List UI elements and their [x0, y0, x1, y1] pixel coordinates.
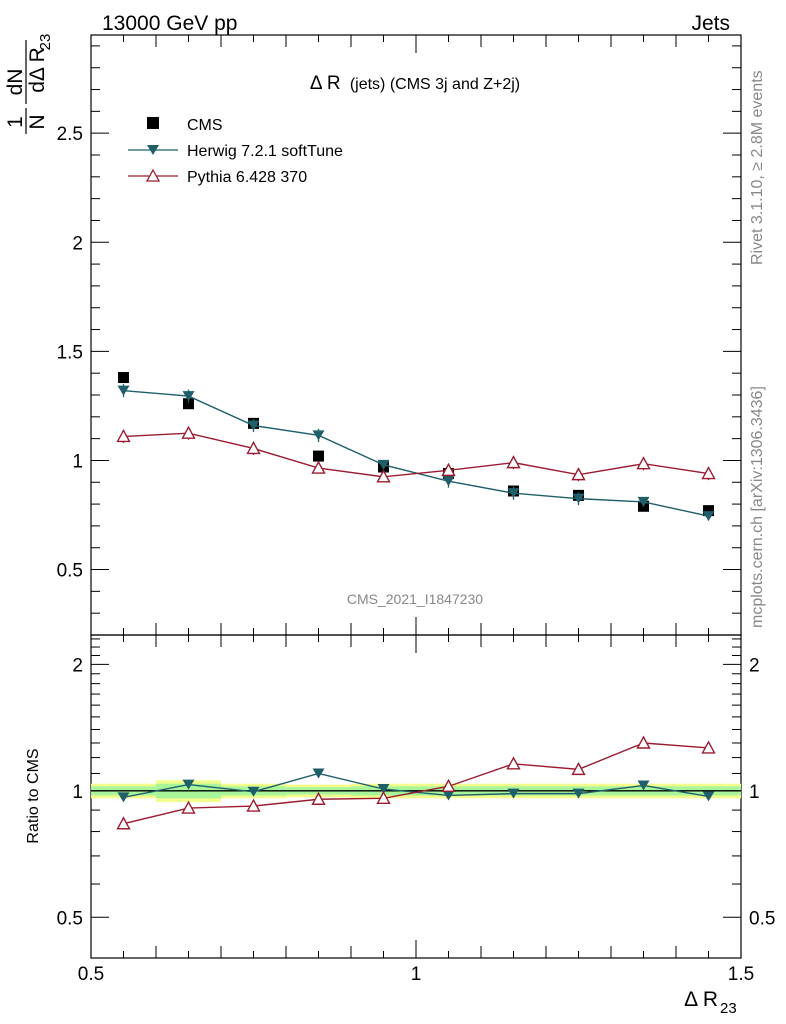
ratio-data-point — [247, 786, 260, 797]
category-label: Jets — [691, 12, 730, 35]
main-ylabel: 1 N dN dΔ R 23 — [4, 34, 54, 134]
ratio-series-line — [123, 742, 709, 825]
main-data-point — [442, 476, 455, 487]
main-ytick-label: 2.5 — [57, 124, 83, 145]
main-data-point — [506, 455, 521, 469]
ratio-data-point — [441, 778, 456, 793]
ratio-ytick-label-right: 0.5 — [749, 908, 775, 929]
analysis-id: CMS_2021_I1847230 — [347, 591, 483, 607]
legend: CMS Herwig 7.2.1 softTune Pythia 6.428 3… — [128, 117, 343, 186]
main-data-point — [116, 428, 131, 443]
ratio-data-point — [701, 740, 716, 754]
main-data-point — [117, 385, 130, 396]
ratio-data-point — [376, 790, 391, 805]
ylabel-sub: 23 — [37, 34, 54, 51]
ratio-data-point — [571, 761, 586, 776]
main-ytick-label: 0.5 — [57, 561, 83, 582]
main-title-symbol: Δ R — [310, 73, 341, 94]
ratio-data-point — [377, 784, 390, 795]
x-axis-label: Δ R — [684, 988, 718, 1011]
ratio-data-point — [312, 768, 325, 779]
ratio-data-point — [181, 800, 196, 814]
ylabel-frac-num: 1 — [4, 116, 27, 128]
ratio-data-point — [311, 791, 326, 805]
main-data-point — [312, 430, 325, 441]
main-data-point — [637, 496, 650, 507]
ratio-ytick-label: 1 — [72, 782, 83, 803]
legend-label-cms: CMS — [187, 117, 223, 134]
ratio-data-point — [182, 779, 195, 790]
main-data-point — [182, 391, 195, 402]
main-title: Δ R (jets) (CMS 3j and Z+2j) — [310, 73, 520, 94]
main-data-point — [376, 469, 391, 483]
ratio-data-point — [507, 788, 520, 799]
ratio-data-point — [636, 735, 651, 749]
main-data-point — [507, 488, 520, 499]
main-ytick-label: 1 — [72, 451, 83, 472]
xtick-label: 1 — [411, 964, 422, 985]
legend-marker-pythia — [145, 168, 161, 182]
legend-marker-herwig — [147, 145, 159, 155]
main-data-point — [246, 440, 261, 455]
main-data-point — [703, 505, 714, 517]
rivet-label: Rivet 3.1.10, ≥ 2.8M events — [749, 70, 766, 265]
ratio-data-point — [442, 790, 455, 801]
ylabel-d-den: dΔ R — [26, 47, 49, 93]
main-data-point — [636, 456, 651, 470]
xlabel-sub: 23 — [720, 1000, 737, 1017]
main-series-line — [123, 389, 709, 517]
ratio-ytick-label-right: 1 — [749, 782, 760, 803]
legend-label-herwig: Herwig 7.2.1 softTune — [187, 143, 343, 160]
xtick-label: 1.5 — [728, 964, 754, 985]
ratio-data-point — [702, 791, 715, 802]
ratio-data-point — [116, 816, 131, 830]
main-ytick-label: 1.5 — [57, 342, 83, 363]
main-data-point — [571, 467, 586, 481]
xlabel-main: Δ R — [684, 988, 718, 1011]
main-data-point — [441, 462, 456, 476]
ylabel-frac-den: N — [26, 114, 49, 129]
ylabel-d-num: dN — [4, 69, 27, 96]
main-data-point — [181, 425, 196, 439]
ratio-ytick-label: 2 — [72, 655, 83, 676]
main-data-point — [311, 460, 326, 474]
mcplots-label: mcplots.cern.ch [arXiv:1306.3436] — [749, 386, 766, 628]
energy-label: 13000 GeV pp — [102, 12, 237, 35]
main-data-point — [702, 511, 715, 522]
xtick-label: 0.5 — [78, 964, 104, 985]
ratio-data-point — [246, 798, 261, 812]
main-data-point — [572, 493, 585, 504]
legend-marker-cms — [147, 117, 159, 129]
ratio-data-point — [117, 792, 130, 803]
main-data-point — [183, 398, 194, 410]
main-ytick-label: 2 — [72, 233, 83, 254]
main-data-point — [313, 450, 324, 462]
ratio-ytick-label: 0.5 — [57, 908, 83, 929]
ratio-data-point — [572, 788, 585, 799]
ratio-series — [116, 735, 716, 830]
main-series — [116, 372, 716, 522]
main-data-point — [247, 420, 260, 431]
ratio-ytick-label-right: 2 — [749, 655, 760, 676]
main-data-point — [377, 459, 390, 470]
axes-ticks: 0.5 1 1.5 2 2.5 0.5 1 1.5 0.5 0.5 1 1 2 2 — [57, 35, 775, 985]
ratio-ylabel: Ratio to CMS — [25, 748, 42, 843]
main-series-line — [123, 432, 709, 478]
main-title-text: (jets) (CMS 3j and Z+2j) — [350, 76, 520, 93]
ratio-data-point — [637, 780, 650, 791]
legend-label-pythia: Pythia 6.428 370 — [187, 169, 307, 186]
main-data-point — [118, 372, 129, 384]
main-data-point — [701, 466, 716, 480]
ratio-data-point — [506, 756, 521, 770]
